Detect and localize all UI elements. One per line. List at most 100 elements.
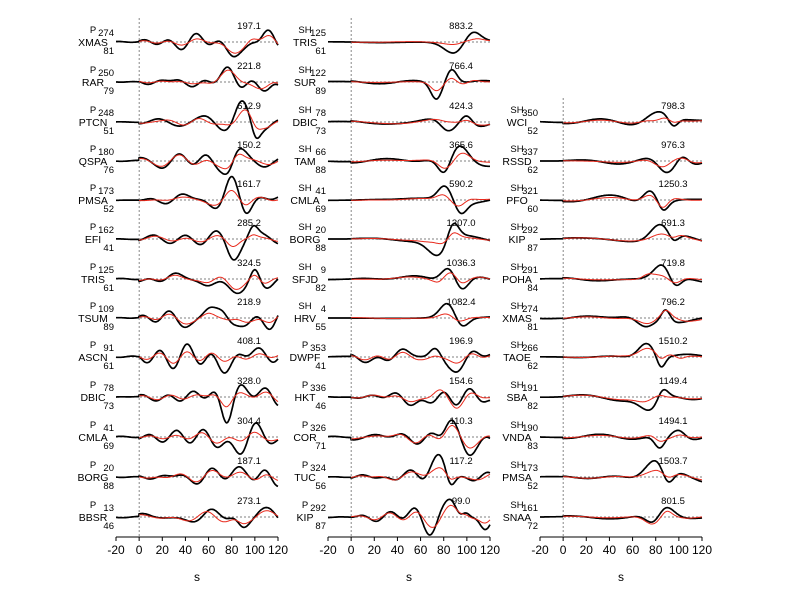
station-label: TAOE: [503, 352, 531, 364]
synthetic-trace-hrv: [351, 313, 490, 322]
x-tick-label: 100: [457, 543, 477, 557]
amplitude-label: 798.3: [661, 101, 685, 112]
station-label: QSPA: [79, 156, 107, 168]
x-tick-label: -20: [107, 543, 125, 557]
amplitude-label: 285.2: [237, 218, 261, 229]
station-label: TSUM: [78, 313, 108, 325]
station-label: HRV: [294, 313, 316, 325]
amplitude-label: 976.3: [661, 140, 685, 151]
synthetic-trace-xmas: [139, 34, 279, 54]
observed-trace-rar: [116, 66, 279, 92]
observed-trace-vnda: [540, 429, 703, 449]
amplitude-label: 1082.4: [447, 297, 476, 308]
station-label: SUR: [294, 77, 317, 89]
station-label: TAM: [294, 156, 315, 168]
x-tick-label: 20: [156, 543, 170, 557]
observed-trace-tris: [116, 268, 279, 295]
phase-label: P: [90, 301, 96, 312]
azimuth-label: 66: [315, 147, 326, 158]
observed-trace-qspa: [116, 147, 279, 176]
distance-label: 89: [103, 322, 114, 333]
synthetic-trace-wci: [563, 117, 702, 124]
amplitude-label: 328.0: [237, 376, 261, 387]
synthetic-trace-cor: [351, 425, 490, 449]
azimuth-label: 326: [310, 423, 326, 434]
amplitude-label: 424.3: [449, 101, 473, 112]
x-tick-label: 40: [391, 543, 405, 557]
azimuth-label: 274: [98, 28, 114, 39]
azimuth-label: 78: [315, 108, 326, 119]
synthetic-trace-pfo: [563, 194, 702, 208]
observed-trace-taoe: [540, 342, 703, 368]
azimuth-label: 291: [522, 265, 538, 276]
station-label: BBSR: [79, 512, 108, 524]
synthetic-trace-cmla: [351, 194, 490, 207]
x-tick-label: 80: [437, 543, 451, 557]
amplitude-label: 187.1: [237, 456, 261, 467]
phase-label: SH: [510, 262, 523, 273]
phase-label: P: [302, 380, 308, 391]
distance-label: 81: [527, 322, 538, 333]
station-label: TUC: [294, 472, 316, 484]
azimuth-label: 337: [522, 147, 538, 158]
station-label: DBIC: [80, 392, 106, 404]
amplitude-label: 161.7: [237, 179, 261, 190]
synthetic-trace-borg: [139, 470, 279, 483]
x-tick-label: 60: [202, 543, 216, 557]
azimuth-label: 122: [310, 68, 326, 79]
x-tick-label: 60: [626, 543, 640, 557]
synthetic-trace-dbic: [139, 391, 279, 408]
amplitude-label: 1149.4: [659, 376, 687, 387]
phase-label: P: [302, 460, 308, 471]
phase-label: P: [90, 340, 96, 351]
amplitude-label: 1510.2: [659, 336, 688, 347]
distance-label: 61: [103, 283, 114, 294]
synthetic-trace-pmsa: [139, 190, 279, 206]
distance-label: 73: [103, 401, 114, 412]
phase-label: SH: [510, 460, 523, 471]
azimuth-label: 161: [522, 503, 538, 514]
distance-label: 76: [103, 165, 114, 176]
amplitude-label: 612.9: [237, 101, 261, 112]
phase-label: P: [90, 183, 96, 194]
azimuth-label: 321: [522, 186, 538, 197]
observed-trace-ascn: [115, 343, 279, 374]
x-tick-label: 80: [649, 543, 663, 557]
azimuth-label: 190: [522, 423, 538, 434]
distance-label: 88: [315, 165, 326, 176]
amplitude-label: 719.8: [661, 258, 685, 269]
station-label: COR: [293, 432, 317, 444]
amplitude-label: 110.3: [450, 416, 473, 427]
azimuth-label: 324: [310, 463, 326, 474]
distance-label: 55: [315, 322, 326, 333]
station-label: XMAS: [78, 37, 108, 49]
phase-label: P: [90, 65, 96, 76]
phase-label: P: [90, 460, 96, 471]
amplitude-label: 1307.0: [447, 218, 476, 229]
x-tick-label: -20: [531, 543, 549, 557]
distance-label: 88: [103, 481, 114, 492]
distance-label: 82: [527, 401, 538, 412]
x-tick-label: 0: [560, 543, 567, 557]
azimuth-label: 250: [98, 68, 114, 79]
phase-label: SH: [298, 222, 311, 233]
amplitude-label: 766.4: [449, 61, 473, 72]
observed-trace-pfo: [540, 190, 702, 211]
phase-label: SH: [510, 340, 523, 351]
azimuth-label: 173: [522, 463, 538, 474]
synthetic-trace-bbsr: [139, 510, 279, 525]
station-label: ASCN: [78, 352, 107, 364]
x-tick-label: 20: [580, 543, 594, 557]
azimuth-label: 274: [522, 304, 538, 315]
distance-label: 71: [315, 441, 326, 452]
azimuth-label: 292: [522, 225, 538, 236]
amplitude-label: 883.2: [449, 21, 473, 32]
amplitude-label: 99.0: [452, 496, 471, 507]
observed-trace-rssd: [540, 156, 703, 174]
phase-label: SH: [298, 65, 311, 76]
synthetic-trace-snaa: [563, 510, 703, 525]
x-tick-label: 40: [603, 543, 617, 557]
synthetic-trace-taoe: [563, 347, 702, 359]
amplitude-label: 408.1: [237, 336, 261, 347]
distance-label: 79: [103, 86, 114, 97]
